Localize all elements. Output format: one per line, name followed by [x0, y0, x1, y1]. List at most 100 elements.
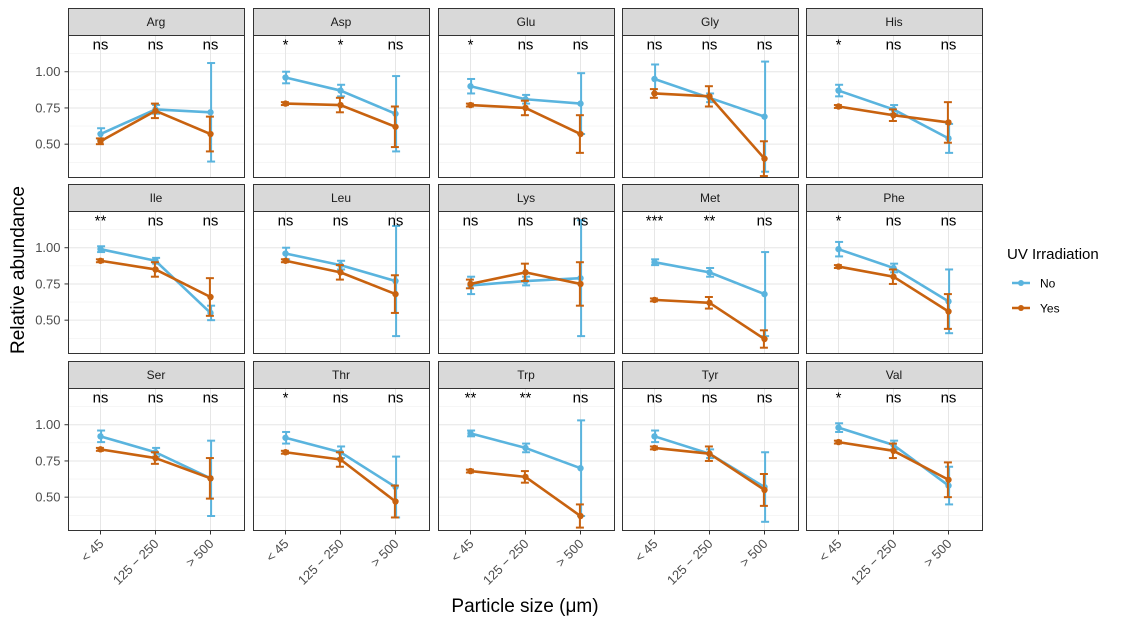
panel-strip [253, 184, 430, 212]
x-tick-label: 125 − 250 [848, 536, 900, 588]
panel-met: Met*** ** ns [622, 184, 799, 354]
significance-label: ns [278, 213, 294, 230]
data-point [761, 155, 768, 162]
panel-title: Leu [331, 191, 351, 205]
plot-area: * ns ns < 45 125 − 250 > 500 [806, 388, 983, 588]
x-tick-label: > 500 [921, 536, 955, 570]
data-point [835, 424, 842, 431]
panel-border [622, 388, 799, 531]
data-point [835, 245, 842, 253]
significance-label: ** [95, 213, 107, 230]
panel-glu: Glu * ns ns [438, 8, 615, 178]
data-point [97, 138, 104, 145]
plot-area: ns ns ns [438, 211, 615, 354]
significance-label: ns [573, 37, 589, 54]
y-tick-label: 1.00 [35, 240, 60, 255]
data-point [282, 434, 289, 441]
significance-label: *** [646, 213, 664, 230]
significance-label: ns [886, 390, 902, 407]
plot-background [253, 211, 430, 354]
significance-label: ns [702, 37, 718, 54]
panel-strip [806, 8, 983, 36]
data-point [392, 290, 399, 298]
series-yes [649, 85, 768, 178]
significance-label: ns [148, 390, 164, 407]
plot-area: * ns ns [806, 35, 983, 178]
series-yes [465, 261, 584, 307]
panel-title: His [885, 15, 902, 29]
panel-title: Phe [883, 191, 905, 205]
panel-title: Met [700, 191, 721, 205]
data-point [651, 296, 658, 304]
data-point [207, 293, 214, 301]
series-yes [95, 257, 214, 317]
panel-border [438, 35, 615, 178]
data-point [282, 257, 289, 264]
series-no [467, 419, 586, 518]
series-yes [95, 446, 214, 500]
significance-label: ns [757, 390, 773, 407]
x-tick-label: > 500 [737, 536, 771, 570]
data-point [890, 273, 897, 280]
significance-label: ns [886, 213, 902, 230]
significance-label: ns [203, 390, 219, 407]
x-tick-label: < 45 [816, 536, 845, 565]
data-point [577, 130, 584, 138]
panel-strip [622, 184, 799, 212]
panel-border [806, 35, 983, 178]
x-tick-label: < 45 [632, 536, 661, 565]
x-axis-title: Particle size (μm) [451, 596, 598, 617]
panel-strip [438, 184, 615, 212]
panel-asp: Asp * * ns [253, 8, 430, 178]
data-point [282, 449, 289, 456]
data-point [890, 447, 897, 455]
data-point [651, 75, 658, 83]
significance-label: ns [93, 390, 109, 407]
legend-item-no: No [1012, 277, 1056, 291]
data-point [761, 335, 768, 343]
y-tick-label: 0.50 [35, 490, 60, 505]
data-point [467, 430, 474, 437]
panel-title: Asp [331, 15, 352, 29]
x-tick-label: > 500 [553, 536, 587, 570]
data-point [152, 266, 159, 273]
panel-border [622, 35, 799, 178]
significance-label: * [836, 213, 842, 230]
significance-label: * [338, 37, 344, 54]
data-point [467, 467, 474, 475]
panel-ile: Ile ** ns ns 0.50 0.75 1.00 [35, 184, 245, 354]
data-point [522, 473, 529, 481]
data-point [945, 119, 952, 126]
panel-strip [622, 361, 799, 389]
significance-label: ns [388, 213, 404, 230]
significance-label: ns [941, 390, 957, 407]
panel-border [68, 35, 245, 178]
x-tick-label: < 45 [448, 536, 477, 565]
plot-area: * * ns [253, 35, 430, 178]
data-point [706, 299, 713, 306]
plot-area: ns ns ns 0.50 0.75 1.00 < 45 125 − 250 > 500 [35, 388, 245, 588]
significance-label: ns [93, 37, 109, 54]
x-tick-label: 125 − 250 [480, 536, 532, 588]
significance-label: * [468, 37, 474, 54]
panel-his: His * ns ns [806, 8, 983, 178]
data-point [577, 100, 584, 107]
data-point [835, 87, 842, 94]
series-yes [280, 96, 399, 149]
panel-strip [253, 361, 430, 389]
data-point [651, 259, 658, 266]
plot-background [68, 211, 245, 354]
significance-label: ns [148, 37, 164, 54]
data-point [522, 269, 529, 276]
data-point [207, 109, 214, 116]
plot-area: * ns ns < 45 125 − 250 > 500 [253, 388, 430, 588]
data-point [282, 100, 289, 107]
data-point [761, 113, 768, 120]
significance-label: ns [941, 37, 957, 54]
panel-ser: Ser ns ns ns 0.50 0.75 1.00 < 45 125 − 250 > 500 [35, 361, 245, 588]
data-point [467, 101, 474, 109]
data-point [392, 123, 399, 130]
data-point [207, 475, 214, 482]
data-point [651, 90, 658, 97]
